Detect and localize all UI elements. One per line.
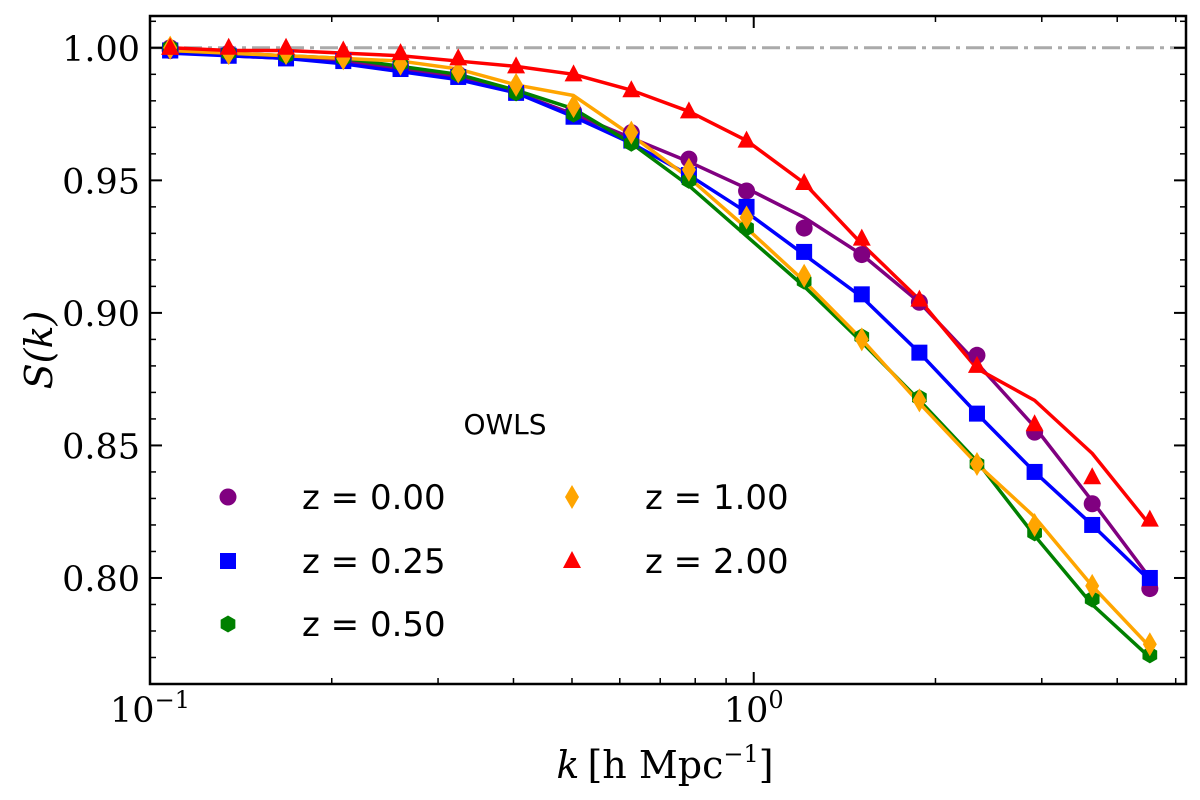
data-point-z-1-00 — [1142, 632, 1157, 657]
data-point-z-2-00 — [564, 64, 583, 82]
legend: z = 0.00 z = 0.25 z = 0.50 z = 1.00 z = 2.00 — [219, 478, 789, 645]
data-point-z-1-00 — [797, 263, 812, 288]
y-tick-label: 0.85 — [62, 427, 140, 467]
data-point-z-2-00 — [910, 289, 929, 307]
data-point-z-0-25 — [796, 243, 813, 260]
data-point-z-2-00 — [679, 101, 698, 119]
data-point-z-0-25 — [853, 286, 870, 303]
data-point-z-0-25 — [1141, 569, 1158, 586]
data-point-z-2-00 — [277, 37, 296, 55]
legend-marker-z-1-00 — [565, 485, 579, 509]
data-point-z-2-00 — [967, 355, 986, 373]
x-axis-label-exp: −1 — [723, 740, 758, 768]
plot-area — [150, 35, 1186, 664]
data-point-z-2-00 — [219, 37, 238, 55]
y-tick-label: 1.00 — [62, 30, 140, 70]
data-point-z-0-25 — [1084, 516, 1101, 533]
legend-label-z-0-00: z = 0.00 — [302, 478, 446, 518]
x-axis-label-close: ] — [759, 743, 774, 787]
y-tick-label: 0.90 — [62, 295, 140, 335]
x-axis-label-var: k — [556, 743, 579, 787]
data-point-z-2-00 — [622, 80, 641, 98]
data-point-z-2-00 — [1083, 467, 1102, 485]
series-line-z-2-00 — [170, 46, 1152, 527]
data-point-z-2-00 — [449, 48, 468, 66]
data-point-z-1-00 — [739, 205, 754, 230]
data-point-z-0-00 — [738, 182, 756, 200]
data-point-z-0-00 — [1083, 495, 1101, 513]
data-point-z-2-00 — [1140, 509, 1159, 527]
data-point-z-0-25 — [911, 344, 928, 361]
data-point-z-2-00 — [1025, 414, 1044, 432]
data-point-z-2-00 — [737, 130, 756, 148]
data-point-z-0-25 — [968, 405, 985, 422]
y-axis-label: S(k) — [17, 311, 61, 390]
legend-label-z-1-00: z = 1.00 — [645, 478, 789, 518]
x-tick-label: 10−1 — [110, 686, 190, 731]
data-point-z-0-00 — [968, 346, 986, 364]
data-point-z-2-00 — [391, 43, 410, 61]
data-point-z-1-00 — [566, 94, 581, 119]
legend-label-z-0-25: z = 0.25 — [302, 542, 446, 582]
legend-marker-z-2-00 — [563, 551, 581, 568]
x-axis-label: k [h Mpc−1] — [556, 740, 773, 787]
x-axis-label-unit: [h Mpc — [587, 743, 723, 787]
legend-marker-z-0-00 — [219, 488, 237, 506]
data-point-z-0-25 — [1026, 463, 1043, 480]
plot-clip-group — [150, 35, 1186, 664]
data-point-z-2-00 — [795, 173, 814, 190]
owls-annotation: OWLS — [463, 408, 546, 441]
data-point-z-1-00 — [451, 59, 466, 84]
data-point-z-1-00 — [1027, 512, 1042, 537]
legend-label-z-2-00: z = 2.00 — [645, 542, 789, 582]
data-point-z-1-00 — [969, 451, 984, 476]
data-point-z-1-00 — [681, 157, 696, 182]
data-point-z-1-00 — [624, 120, 639, 145]
data-point-z-2-00 — [507, 56, 526, 74]
data-point-z-1-00 — [912, 388, 927, 413]
axes: 1.00 0.95 0.90 0.85 0.80 10−1 100 — [62, 14, 1188, 731]
data-point-z-0-50 — [1084, 590, 1100, 608]
data-point-z-1-00 — [854, 327, 869, 352]
data-point-z-0-00 — [795, 219, 813, 237]
y-tick-label: 0.80 — [62, 560, 140, 600]
legend-label-z-0-50: z = 0.50 — [302, 605, 446, 645]
y-tick-label: 0.95 — [62, 162, 140, 202]
legend-marker-z-0-50 — [220, 615, 236, 633]
data-point-z-1-00 — [1085, 573, 1100, 598]
data-point-z-2-00 — [852, 228, 871, 246]
legend-marker-z-0-25 — [220, 553, 236, 569]
data-point-z-0-00 — [853, 246, 871, 264]
data-point-z-2-00 — [334, 40, 353, 58]
data-point-z-1-00 — [509, 72, 524, 97]
x-tick-label: 100 — [724, 686, 784, 731]
data-point-z-2-00 — [161, 37, 180, 55]
plot-frame — [148, 14, 1188, 686]
